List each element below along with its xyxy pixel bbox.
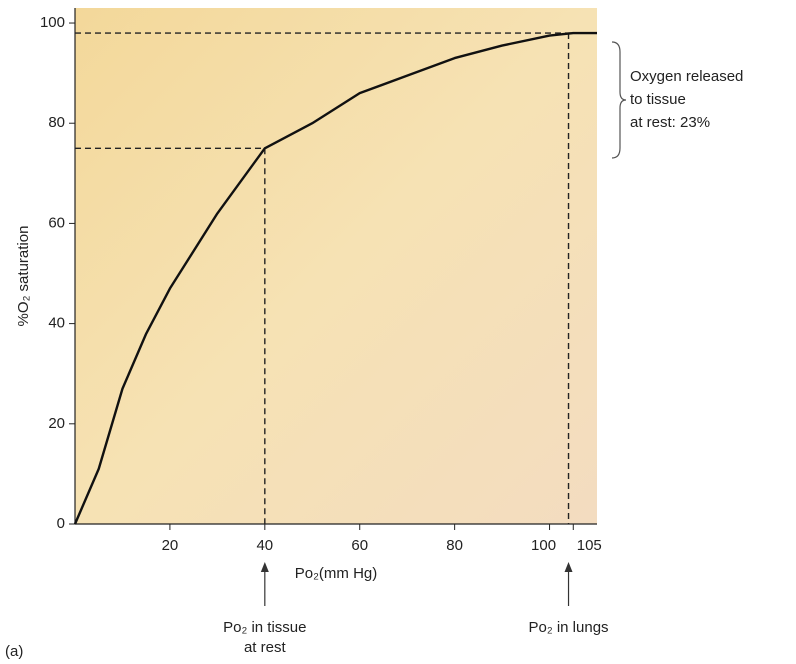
reference-label: Po₂ in tissue [223,619,306,636]
x-tick-label: 80 [446,537,463,554]
bracket [611,41,627,159]
x-tick-label: 20 [162,537,179,554]
x-tick-label: 105 [577,537,602,554]
x-tick-label: 100 [531,537,556,554]
arrow-head [260,562,269,572]
arrow-head [564,562,573,572]
x-tick-label: 60 [351,537,368,554]
y-tick-label: 100 [40,14,65,31]
panel-label: (a) [5,643,23,660]
y-tick-label: 60 [48,214,65,231]
y-tick-label: 0 [57,515,65,532]
reference-label: at rest [244,639,287,656]
bracket-label: to tissue [630,91,686,108]
bracket-label: at rest: 23% [630,114,710,131]
y-tick-label: 20 [48,415,65,432]
line [73,31,597,525]
bracket-label: Oxygen released [630,68,743,85]
y-tick-label: 40 [48,315,65,332]
y-axis-label: %O₂ saturation [15,226,32,327]
x-tick-label: 40 [256,537,273,554]
plot-background [75,8,597,524]
y-tick-label: 80 [48,114,65,131]
x-axis-label: Po₂(mm Hg) [295,565,378,582]
reference-label: Po₂ in lungs [529,619,609,636]
